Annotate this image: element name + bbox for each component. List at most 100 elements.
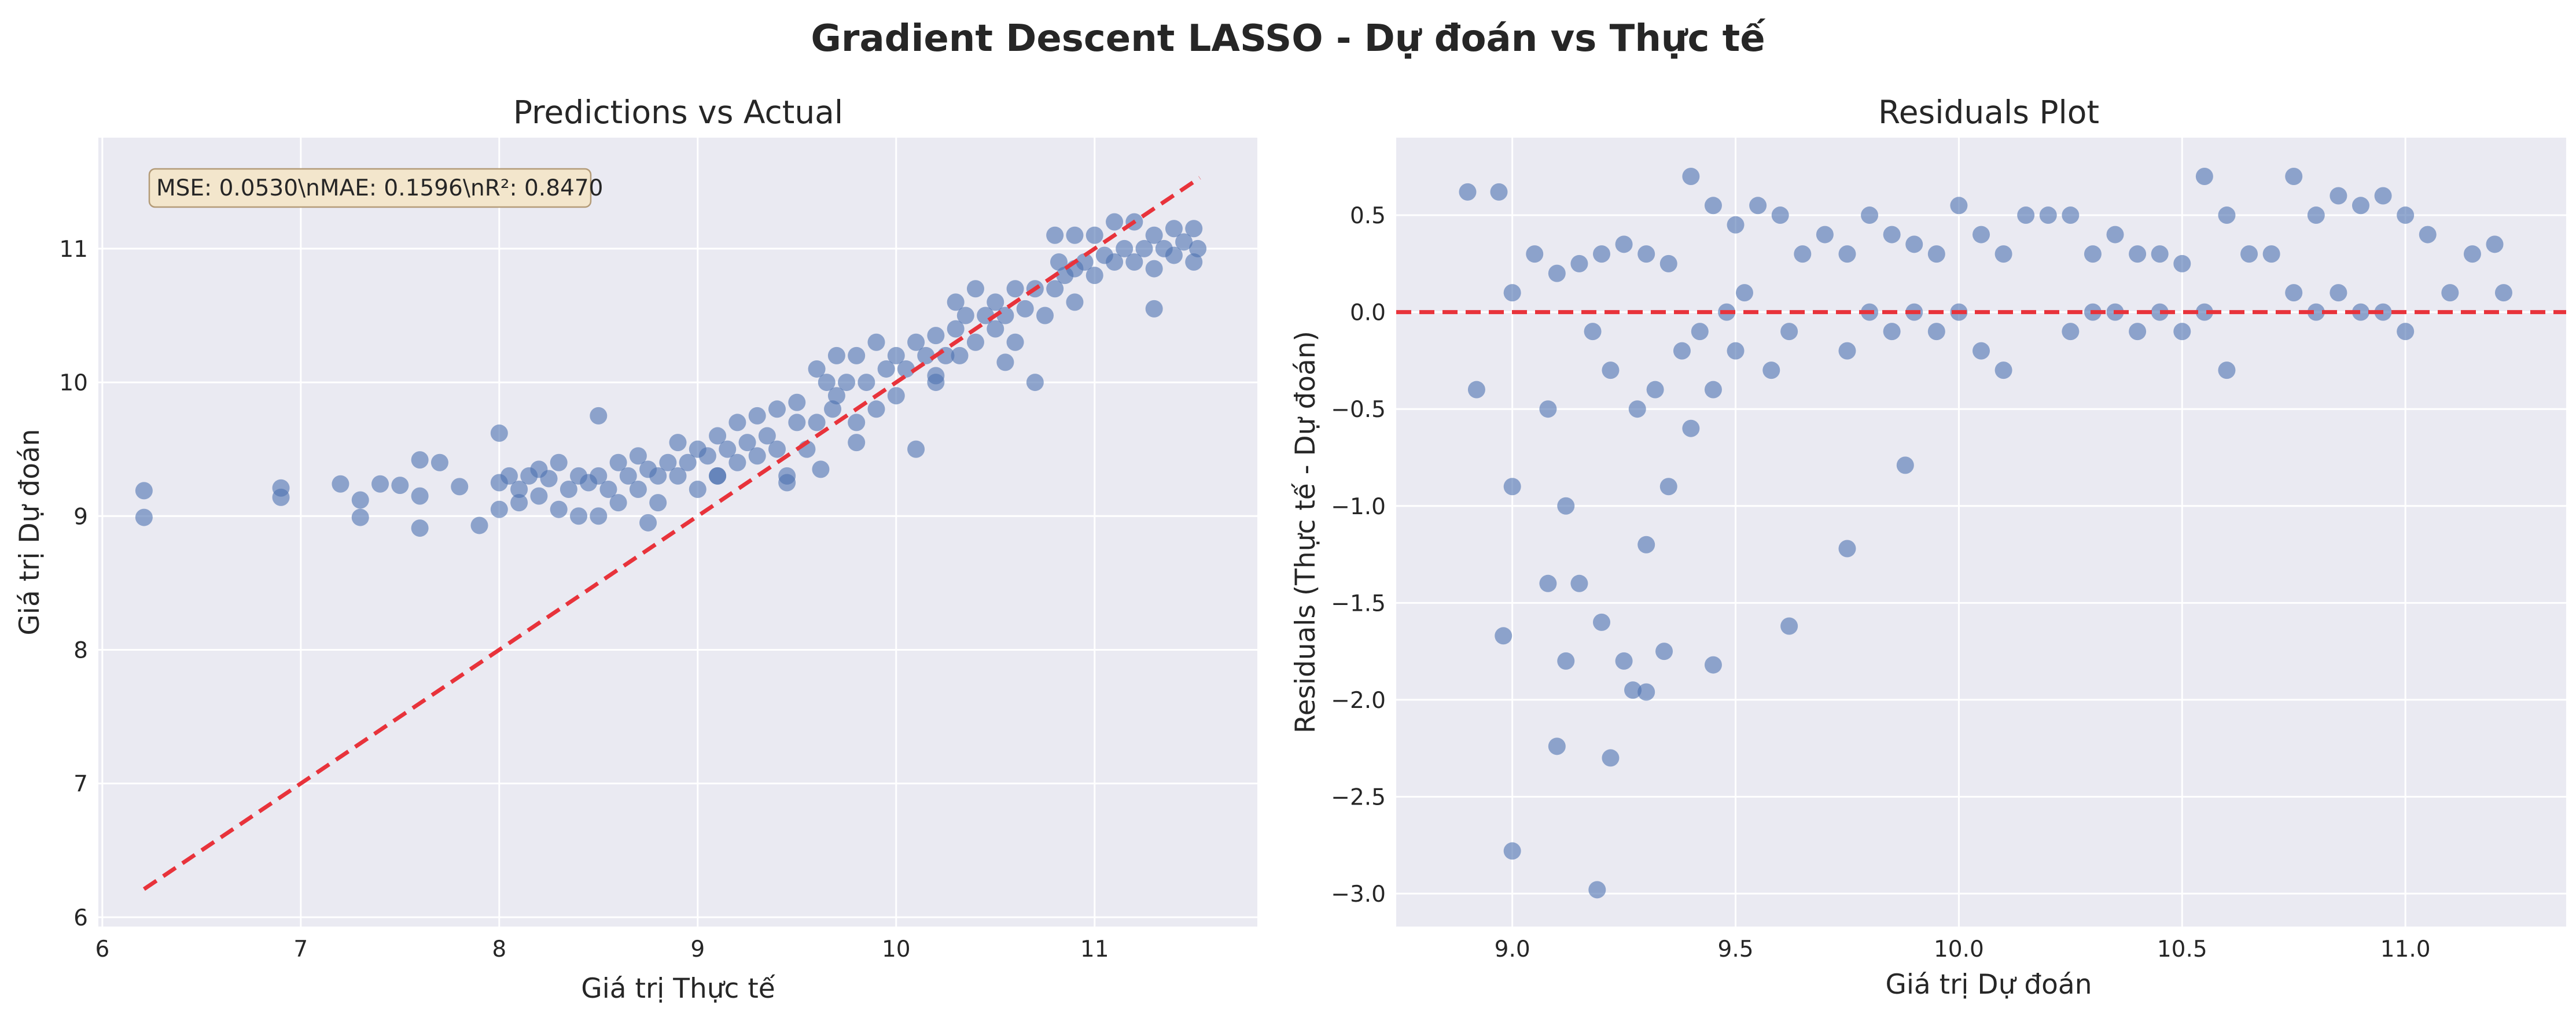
data-point — [1189, 239, 1207, 257]
data-point — [272, 488, 290, 506]
data-point — [917, 346, 935, 364]
data-point — [332, 475, 349, 493]
data-point — [1145, 300, 1163, 318]
data-point — [1503, 478, 1521, 496]
data-point — [719, 440, 737, 458]
data-point — [2151, 245, 2169, 263]
perfect-prediction-line — [142, 176, 1201, 891]
data-point — [867, 333, 885, 351]
data-point — [2084, 245, 2102, 263]
y-tick-label: 0.0 — [1350, 300, 1386, 326]
data-point — [848, 346, 866, 364]
data-point — [629, 447, 647, 465]
right-x-axis-label: Giá trị Dự đoán — [1885, 969, 2092, 1001]
y-tick-label: −2.0 — [1331, 688, 1386, 714]
data-point — [951, 346, 969, 364]
data-point — [351, 491, 369, 509]
data-point — [590, 407, 608, 425]
data-point — [1175, 233, 1193, 251]
data-point — [1704, 381, 1722, 399]
data-point — [560, 481, 577, 499]
y-tick-label: 7 — [73, 772, 88, 798]
left-chart-title: Predictions vs Actual — [513, 94, 843, 131]
data-point — [1615, 235, 1633, 253]
data-point — [738, 434, 756, 452]
y-tick-label: −2.5 — [1331, 784, 1386, 810]
data-point — [2486, 235, 2504, 253]
data-point — [1106, 253, 1124, 271]
y-tick-label: 11 — [59, 237, 88, 263]
data-point — [1106, 213, 1124, 231]
stats-annotation: MSE: 0.0530\nMAE: 0.1596\nR²: 0.8470 — [148, 168, 603, 208]
data-point — [1624, 681, 1642, 699]
data-point — [728, 453, 746, 471]
left-x-axis-label: Giá trị Thực tế — [581, 973, 775, 1005]
data-point — [1973, 342, 1990, 360]
data-point — [1503, 842, 1521, 860]
data-point — [1659, 254, 1677, 272]
data-point — [1588, 881, 1606, 899]
data-point — [2173, 323, 2191, 341]
data-point — [709, 467, 727, 485]
left-scatter-points — [135, 213, 1207, 537]
data-point — [1066, 293, 1084, 311]
data-point — [490, 424, 508, 442]
data-point — [1816, 226, 1834, 243]
right-grid — [1396, 138, 2566, 927]
data-point — [768, 400, 786, 418]
data-point — [1727, 216, 1745, 234]
x-tick-label: 9.0 — [1495, 936, 1530, 962]
right-x-ticks: 9.0 9.5 10.0 10.5 11.0 — [1495, 936, 2431, 962]
left-y-axis-label: Giá trị Dự đoán — [14, 429, 46, 635]
x-tick-label: 10 — [882, 936, 911, 962]
left-y-ticks: 6 7 8 9 10 11 — [59, 237, 88, 931]
data-point — [649, 467, 667, 485]
data-point — [2218, 361, 2236, 379]
data-point — [1467, 381, 1485, 399]
data-point — [1838, 342, 1856, 360]
data-point — [1838, 245, 1856, 263]
data-point — [827, 387, 845, 405]
data-point — [1066, 226, 1084, 244]
right-y-ticks: 0.5 0.0 −0.5 −1.0 −1.5 −2.0 −2.5 −3.0 — [1331, 203, 1386, 907]
data-point — [1548, 737, 1566, 755]
data-point — [1076, 253, 1094, 271]
data-point — [1539, 574, 1557, 592]
data-point — [927, 367, 945, 385]
data-point — [848, 434, 866, 452]
data-point — [1861, 206, 1879, 224]
data-point — [1046, 226, 1064, 244]
data-point — [530, 487, 548, 505]
data-point — [1503, 284, 1521, 302]
data-point — [1637, 683, 1655, 701]
data-point — [2218, 206, 2236, 224]
x-tick-label: 9.5 — [1718, 936, 1754, 962]
data-point — [1593, 613, 1611, 631]
data-point — [778, 474, 796, 492]
data-point — [1691, 323, 1709, 341]
data-point — [1026, 374, 1044, 392]
y-tick-label: 10 — [59, 370, 88, 396]
x-tick-label: 10.5 — [2157, 936, 2207, 962]
data-point — [907, 440, 925, 458]
residuals-panel: Residuals Plot 9.0 9.5 10.0 10.5 11.0 0.5 0.0… — [1290, 94, 2566, 1001]
data-point — [1165, 220, 1183, 238]
data-point — [1602, 361, 1620, 379]
data-point — [748, 447, 766, 465]
data-point — [1125, 253, 1143, 271]
data-point — [470, 516, 488, 534]
data-point — [2441, 284, 2459, 302]
data-point — [2173, 254, 2191, 272]
data-point — [639, 514, 657, 532]
data-point — [590, 467, 608, 485]
data-point — [2195, 303, 2213, 321]
x-tick-label: 11.0 — [2380, 936, 2431, 962]
data-point — [1584, 323, 1602, 341]
data-point — [649, 494, 667, 512]
data-point — [1490, 183, 1508, 201]
data-point — [1704, 197, 1722, 215]
data-point — [2017, 206, 2035, 224]
data-point — [2351, 303, 2369, 321]
data-point — [966, 280, 984, 298]
right-chart-title: Residuals Plot — [1878, 94, 2099, 131]
